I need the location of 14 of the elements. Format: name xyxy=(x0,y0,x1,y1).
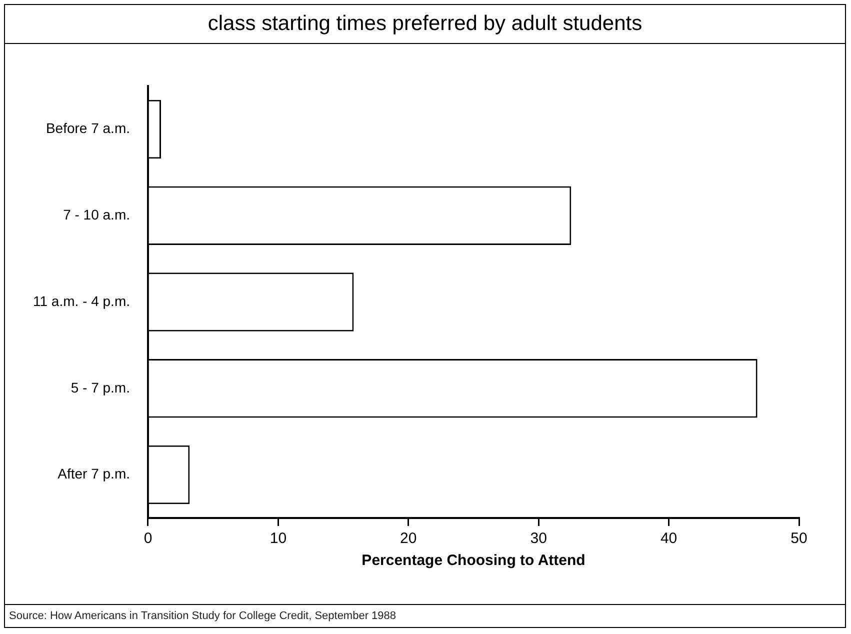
y-tick-label: 7 - 10 a.m. xyxy=(63,206,130,222)
y-tick-label: After 7 p.m. xyxy=(58,466,130,482)
y-tick-label: 11 a.m. - 4 p.m. xyxy=(32,292,130,309)
chart-title: class starting times preferred by adult students xyxy=(5,5,845,44)
source-note: Source: How Americans in Transition Study for College Credit, September 1988 xyxy=(5,604,845,627)
y-tick-label: Before 7 a.m. xyxy=(46,120,130,136)
x-tick-label: 10 xyxy=(270,530,287,548)
y-tick-label: 5 - 7 p.m. xyxy=(70,379,130,396)
x-tick-label: 50 xyxy=(790,530,808,548)
x-tick-label: 30 xyxy=(530,530,547,548)
x-tick-label: 40 xyxy=(660,530,678,548)
x-axis-title: Percentage Choosing to Attend xyxy=(362,552,586,570)
x-tick-label: 0 xyxy=(144,530,152,548)
x-tick-label: 20 xyxy=(400,530,417,548)
